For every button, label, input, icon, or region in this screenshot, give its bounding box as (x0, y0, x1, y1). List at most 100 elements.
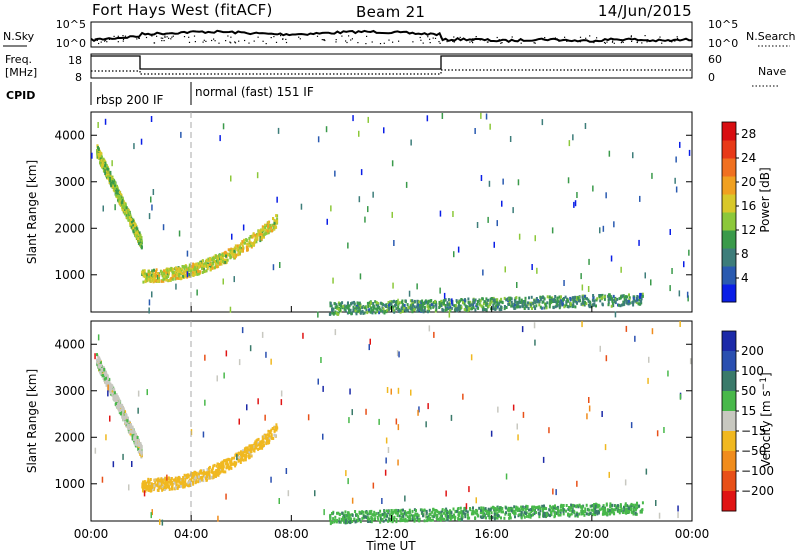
noise-search-dot (357, 42, 358, 43)
range-cell (390, 511, 392, 514)
range-cell (446, 308, 448, 311)
range-cell (109, 179, 111, 182)
noise-search-dot (388, 40, 389, 41)
isolated-echo (386, 438, 388, 444)
range-cell (273, 226, 275, 229)
noise-search-dot (556, 38, 557, 39)
noise-search-dot (497, 37, 498, 38)
range-cell (497, 517, 499, 520)
velocity-y-axis-label: Slant Range [km] (25, 369, 39, 473)
range-cell (431, 303, 433, 306)
noise-search-dot (205, 41, 206, 42)
range-cell (506, 298, 508, 301)
noise-left-tick-top: 10^5 (56, 18, 86, 31)
isolated-echo (585, 123, 587, 129)
range-cell (134, 229, 136, 232)
isolated-echo (226, 350, 228, 356)
range-cell (231, 463, 233, 466)
range-cell (606, 513, 608, 516)
range-cell (612, 302, 614, 305)
range-cell (153, 269, 155, 272)
isolated-echo (387, 387, 389, 393)
noise-search-dot (646, 41, 647, 42)
noise-search-dot (164, 40, 165, 41)
freq-tick-bottom: 8 (75, 71, 82, 84)
range-cell (122, 208, 124, 211)
isolated-echo (683, 261, 685, 267)
range-cell (361, 510, 363, 513)
range-cell (611, 305, 613, 308)
range-cell (565, 303, 567, 306)
noise-search-dot (271, 37, 272, 38)
noise-search-dot (266, 43, 267, 44)
noise-search-dot (412, 41, 413, 42)
isolated-echo (667, 371, 669, 377)
noise-search-dot (669, 41, 670, 42)
range-cell (404, 304, 406, 307)
range-cell (584, 301, 586, 304)
isolated-echo (647, 378, 649, 384)
range-cell (239, 452, 241, 455)
range-cell (560, 295, 562, 298)
range-cell (259, 441, 261, 444)
range-cell (356, 513, 358, 516)
isolated-echo (669, 285, 671, 291)
range-cell (166, 482, 168, 485)
range-cell (395, 511, 397, 514)
range-cell (525, 297, 527, 300)
range-cell (339, 513, 341, 516)
range-cell (635, 507, 637, 510)
range-cell (455, 308, 457, 311)
noise-search-dot (195, 41, 196, 42)
isolated-echo (242, 327, 244, 333)
range-cell (596, 297, 598, 300)
range-cell (572, 304, 574, 307)
range-cell (500, 509, 502, 512)
noise-search-dot (280, 35, 281, 36)
isolated-echo (203, 432, 205, 438)
range-cell (415, 509, 417, 512)
noise-search-dot (105, 40, 106, 41)
isolated-echo (239, 419, 241, 425)
range-cell (356, 307, 358, 310)
noise-search-dot (365, 43, 366, 44)
range-cell (395, 307, 397, 310)
range-cell (221, 467, 223, 470)
colorbar-segment (722, 451, 736, 472)
isolated-echo (236, 454, 238, 460)
range-cell (379, 521, 381, 524)
range-cell (543, 512, 545, 515)
range-cell (213, 474, 215, 477)
range-cell (141, 240, 143, 243)
range-cell (456, 299, 458, 302)
isolated-echo (301, 204, 303, 210)
range-cell (562, 302, 564, 305)
range-cell (338, 521, 340, 524)
range-cell (98, 358, 100, 361)
noise-search-dot (146, 37, 147, 38)
isolated-echo (230, 176, 232, 182)
range-cell (540, 298, 542, 301)
noise-search-dot (184, 36, 185, 37)
range-cell (453, 508, 455, 511)
isolated-echo (409, 291, 411, 297)
range-cell (473, 306, 475, 309)
isolated-echo (599, 227, 601, 233)
isolated-echo (611, 256, 613, 262)
range-cell (254, 446, 256, 449)
range-cell (576, 302, 578, 305)
noise-search-dot (218, 43, 219, 44)
range-cell (568, 506, 570, 509)
noise-search-dot (647, 39, 648, 40)
isolated-echo (519, 234, 521, 240)
isolated-echo (148, 308, 150, 314)
range-cell (96, 362, 98, 365)
range-cell (500, 298, 502, 301)
isolated-echo (416, 283, 418, 289)
range-cell (132, 226, 134, 229)
range-cell (155, 270, 157, 273)
noise-sky-trace (91, 31, 692, 42)
range-cell (599, 295, 601, 298)
isolated-echo (580, 273, 582, 279)
